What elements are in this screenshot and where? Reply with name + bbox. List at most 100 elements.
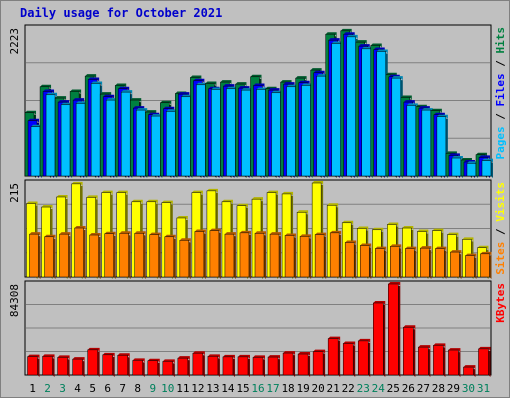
x-tick-label-day-3: 3 — [59, 382, 66, 395]
x-tick-label-day-24: 24 — [372, 382, 386, 395]
legend-item-sites: Sites — [494, 242, 507, 275]
bar-kbytes-day-29 — [448, 348, 461, 377]
bar-sites-day-23 — [359, 243, 372, 279]
bar-kbytes-day-31 — [478, 346, 491, 377]
bar-kbytes-day-21 — [327, 336, 341, 377]
legend-item-visits: Visits — [494, 182, 507, 222]
bar-kbytes-day-4 — [72, 357, 85, 377]
x-tick-label-day-18: 18 — [281, 382, 294, 395]
bar-kbytes-day-10 — [162, 359, 175, 377]
bar-sites-day-9 — [149, 232, 161, 279]
bar-sites-day-6 — [104, 231, 116, 279]
bar-sites-day-21 — [329, 230, 342, 279]
bar-kbytes-day-14 — [222, 354, 235, 377]
ymax-label-visits_sites: 215 — [8, 183, 21, 203]
bar-sites-day-3 — [59, 232, 71, 279]
x-tick-label-day-17: 17 — [266, 382, 279, 395]
bar-kbytes-day-28 — [433, 343, 446, 377]
gridlines-kbytes — [26, 304, 490, 352]
x-tick-label-day-23: 23 — [357, 382, 370, 395]
bar-sites-day-12 — [194, 229, 206, 279]
ymax-label-hits_files_pages: 2223 — [8, 28, 21, 55]
bar-kbytes-day-5 — [87, 347, 100, 377]
bar-kbytes-day-26 — [403, 325, 416, 377]
bar-sites-day-13 — [209, 228, 221, 279]
bar-kbytes-day-8 — [132, 358, 145, 377]
x-tick-label-day-2: 2 — [44, 382, 51, 395]
legend-separator: / — [494, 107, 507, 127]
bar-kbytes-day-1 — [27, 354, 40, 377]
bar-kbytes-day-7 — [117, 353, 130, 377]
bar-sites-day-31 — [480, 251, 492, 279]
bar-sites-day-27 — [420, 246, 432, 279]
x-tick-label-day-31: 31 — [477, 382, 490, 395]
bar-sites-day-18 — [284, 233, 297, 279]
x-tick-label-day-7: 7 — [119, 382, 126, 395]
legend-visits_sites: Sites / Visits — [494, 182, 507, 275]
bar-kbytes-day-16 — [252, 355, 265, 377]
x-tick-label-day-28: 28 — [432, 382, 445, 395]
bar-kbytes-day-3 — [57, 355, 70, 377]
chart-title: Daily usage for October 2021 — [20, 6, 223, 20]
bar-kbytes-day-15 — [237, 354, 250, 377]
legend-kbytes: KBytes — [494, 283, 507, 323]
x-tick-label-day-13: 13 — [206, 382, 219, 395]
bar-kbytes-day-27 — [418, 345, 431, 377]
x-tick-label-day-8: 8 — [134, 382, 141, 395]
x-tick-label-day-10: 10 — [161, 382, 174, 395]
x-tick-label-day-4: 4 — [74, 382, 81, 395]
bar-sites-day-2 — [44, 234, 56, 279]
bar-kbytes-day-20 — [312, 349, 326, 377]
bar-sites-day-8 — [134, 231, 146, 279]
legend-separator: / — [494, 222, 507, 242]
x-tick-label-day-22: 22 — [342, 382, 355, 395]
legend-item-hits: Hits — [494, 27, 507, 54]
bar-pages-day-31 — [481, 158, 493, 178]
x-tick-label-day-29: 29 — [447, 382, 460, 395]
x-tick-label-day-30: 30 — [462, 382, 475, 395]
bar-sites-day-19 — [299, 234, 312, 279]
bar-sites-day-15 — [239, 230, 251, 279]
bar-kbytes-day-24 — [373, 301, 386, 377]
bar-sites-day-7 — [119, 231, 131, 279]
bar-sites-day-5 — [89, 233, 101, 279]
bar-sites-day-16 — [254, 231, 266, 279]
x-tick-label-day-25: 25 — [387, 382, 400, 395]
x-tick-label-day-14: 14 — [221, 382, 235, 395]
bar-sites-day-22 — [344, 240, 357, 279]
bar-kbytes-day-18 — [282, 351, 296, 377]
legend-item-files: Files — [494, 73, 507, 106]
x-tick-label-day-5: 5 — [89, 382, 96, 395]
bar-sites-day-26 — [405, 246, 417, 279]
bar-kbytes-day-25 — [388, 282, 401, 377]
bar-sites-day-29 — [450, 250, 462, 279]
bar-sites-day-30 — [465, 253, 477, 279]
bar-sites-day-14 — [224, 232, 236, 279]
x-tick-label-day-19: 19 — [296, 382, 309, 395]
bar-sites-day-4 — [74, 226, 86, 279]
x-tick-label-day-20: 20 — [312, 382, 325, 395]
bar-kbytes-day-13 — [207, 354, 220, 377]
bar-kbytes-day-17 — [267, 355, 281, 377]
bar-kbytes-day-6 — [102, 352, 115, 377]
x-tick-label-day-21: 21 — [327, 382, 340, 395]
legend-item-kbytes: KBytes — [494, 283, 507, 323]
x-tick-label-day-9: 9 — [149, 382, 156, 395]
bar-sites-day-20 — [314, 232, 327, 279]
bar-kbytes-day-12 — [192, 351, 205, 377]
bar-kbytes-day-9 — [147, 358, 160, 377]
bar-kbytes-day-23 — [357, 338, 371, 377]
bar-kbytes-day-30 — [463, 365, 476, 377]
x-tick-label-day-6: 6 — [104, 382, 111, 395]
bars-kbytes — [27, 282, 491, 377]
bar-kbytes-day-22 — [342, 341, 356, 377]
bar-kbytes-day-11 — [177, 356, 190, 377]
bars-hits_files_pages — [24, 28, 493, 179]
ymax-label-kbytes: 84308 — [8, 284, 21, 317]
x-tick-label-day-11: 11 — [176, 382, 189, 395]
bar-sites-day-1 — [29, 232, 41, 279]
bar-sites-day-24 — [375, 246, 387, 279]
bar-kbytes-day-19 — [297, 352, 311, 377]
